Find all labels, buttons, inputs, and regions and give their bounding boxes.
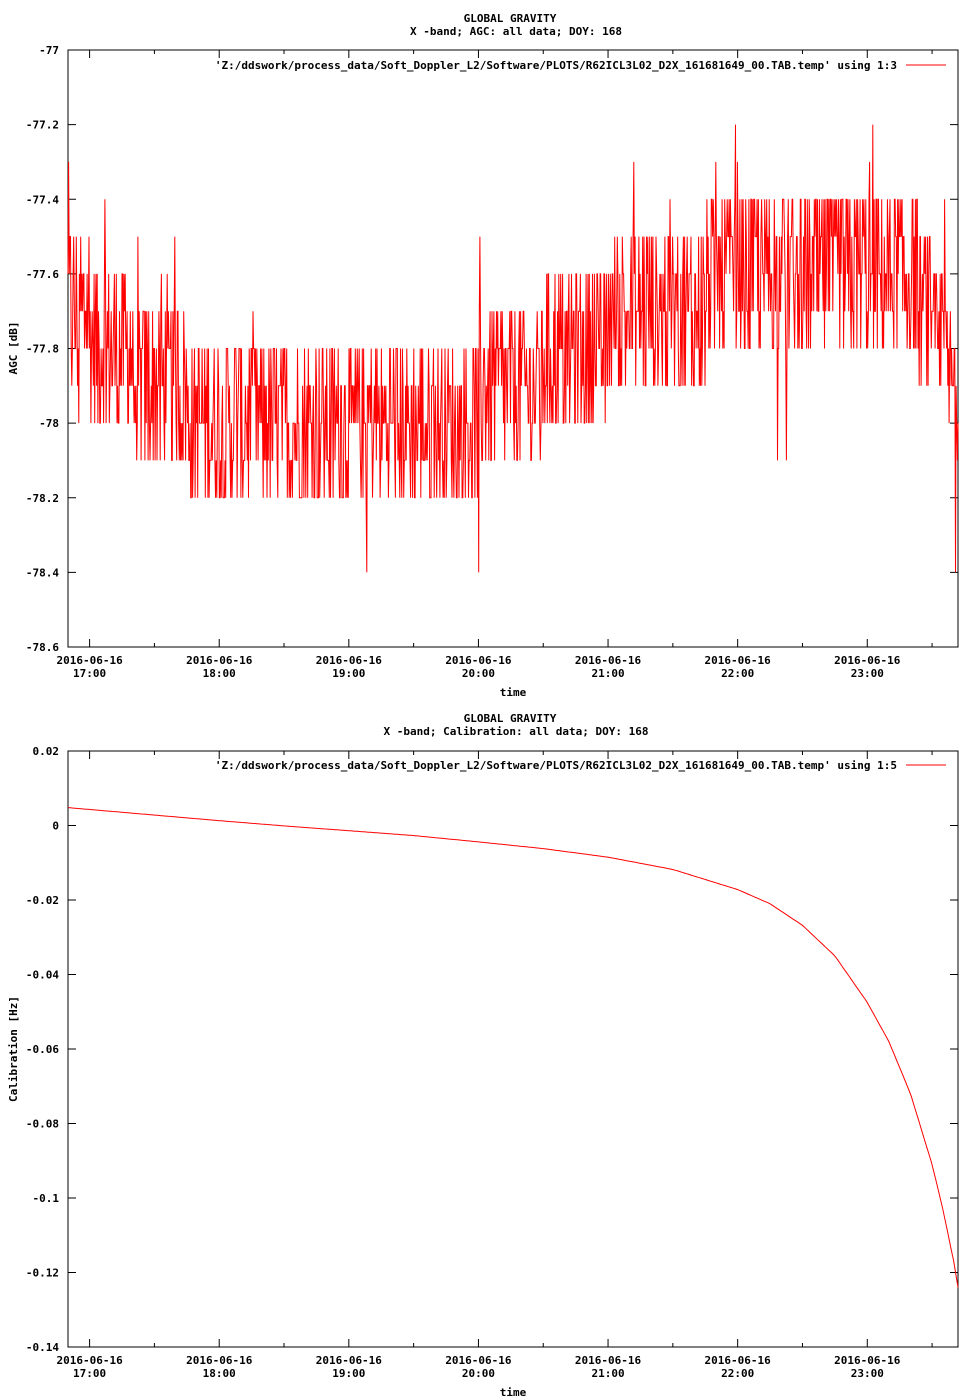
x-tick-time: 20:00 bbox=[462, 1367, 495, 1380]
calibration-legend-label: 'Z:/ddswork/process_data/Soft_Doppler_L2… bbox=[215, 759, 897, 772]
x-tick-time: 23:00 bbox=[851, 667, 884, 680]
y-tick-label: -0.04 bbox=[26, 969, 59, 982]
agc-x-axis: 2016-06-1617:002016-06-1618:002016-06-16… bbox=[56, 50, 933, 680]
calibration-x-axis: 2016-06-1617:002016-06-1618:002016-06-16… bbox=[56, 751, 933, 1380]
y-tick-label: -77 bbox=[39, 44, 59, 57]
x-tick-date: 2016-06-16 bbox=[186, 1354, 253, 1367]
x-tick-date: 2016-06-16 bbox=[445, 654, 512, 667]
y-tick-label: 0 bbox=[52, 820, 59, 833]
x-tick-date: 2016-06-16 bbox=[316, 654, 383, 667]
x-tick-time: 18:00 bbox=[203, 667, 236, 680]
x-tick-date: 2016-06-16 bbox=[834, 654, 901, 667]
calibration-chart-title: GLOBAL GRAVITY bbox=[464, 712, 557, 725]
x-tick-time: 22:00 bbox=[721, 667, 754, 680]
calibration-chart-subtitle: X -band; Calibration: all data; DOY: 168 bbox=[384, 725, 649, 738]
x-tick-time: 21:00 bbox=[591, 1367, 624, 1380]
y-tick-label: -0.1 bbox=[33, 1192, 60, 1205]
y-tick-label: -78.6 bbox=[26, 641, 59, 654]
x-tick-date: 2016-06-16 bbox=[445, 1354, 512, 1367]
x-tick-time: 17:00 bbox=[73, 667, 106, 680]
x-tick-time: 21:00 bbox=[591, 667, 624, 680]
y-tick-label: -78.4 bbox=[26, 566, 59, 579]
y-tick-label: 0.02 bbox=[33, 745, 60, 758]
y-tick-label: -77.6 bbox=[26, 268, 59, 281]
x-tick-time: 19:00 bbox=[332, 1367, 365, 1380]
calibration-series-line bbox=[67, 807, 959, 1288]
x-tick-date: 2016-06-16 bbox=[705, 654, 772, 667]
agc-chart-subtitle: X -band; AGC: all data; DOY: 168 bbox=[410, 25, 622, 38]
agc-x-axis-label: time bbox=[500, 686, 527, 699]
x-tick-date: 2016-06-16 bbox=[316, 1354, 383, 1367]
x-tick-date: 2016-06-16 bbox=[834, 1354, 901, 1367]
x-tick-time: 17:00 bbox=[73, 1367, 106, 1380]
y-tick-label: -78 bbox=[39, 417, 59, 430]
calibration-x-axis-label: time bbox=[500, 1386, 527, 1399]
agc-series-line bbox=[67, 124, 959, 573]
y-tick-label: -0.12 bbox=[26, 1267, 59, 1280]
y-tick-label: -0.14 bbox=[26, 1341, 59, 1354]
y-tick-label: -78.2 bbox=[26, 492, 59, 505]
calibration-y-axis-label: Calibration [Hz] bbox=[7, 996, 20, 1102]
y-tick-label: -0.02 bbox=[26, 894, 59, 907]
x-tick-time: 23:00 bbox=[851, 1367, 884, 1380]
x-tick-date: 2016-06-16 bbox=[186, 654, 253, 667]
x-tick-date: 2016-06-16 bbox=[575, 1354, 642, 1367]
x-tick-time: 18:00 bbox=[203, 1367, 236, 1380]
agc-chart-title: GLOBAL GRAVITY bbox=[464, 12, 557, 25]
x-tick-time: 22:00 bbox=[721, 1367, 754, 1380]
x-tick-date: 2016-06-16 bbox=[56, 654, 123, 667]
calibration-y-axis: 0.02 0 -0.02 -0.04 -0.06 -0.08 -0.1 -0.12 -0.14 bbox=[26, 745, 958, 1354]
agc-legend-label: 'Z:/ddswork/process_data/Soft_Doppler_L2… bbox=[215, 59, 897, 72]
y-tick-label: -77.4 bbox=[26, 193, 59, 206]
x-tick-date: 2016-06-16 bbox=[705, 1354, 772, 1367]
y-tick-label: -77.2 bbox=[26, 119, 59, 132]
x-tick-date: 2016-06-16 bbox=[56, 1354, 123, 1367]
x-tick-date: 2016-06-16 bbox=[575, 654, 642, 667]
calibration-plot-frame bbox=[67, 750, 959, 1348]
agc-y-axis-label: AGC [dB] bbox=[7, 322, 20, 375]
y-tick-label: -0.08 bbox=[26, 1118, 59, 1131]
y-tick-label: -0.06 bbox=[26, 1043, 59, 1056]
x-tick-time: 20:00 bbox=[462, 667, 495, 680]
y-tick-label: -77.8 bbox=[26, 343, 59, 356]
agc-chart: GLOBAL GRAVITY X -band; AGC: all data; D… bbox=[7, 12, 959, 699]
x-tick-time: 19:00 bbox=[332, 667, 365, 680]
calibration-chart: GLOBAL GRAVITY X -band; Calibration: all… bbox=[7, 712, 959, 1399]
